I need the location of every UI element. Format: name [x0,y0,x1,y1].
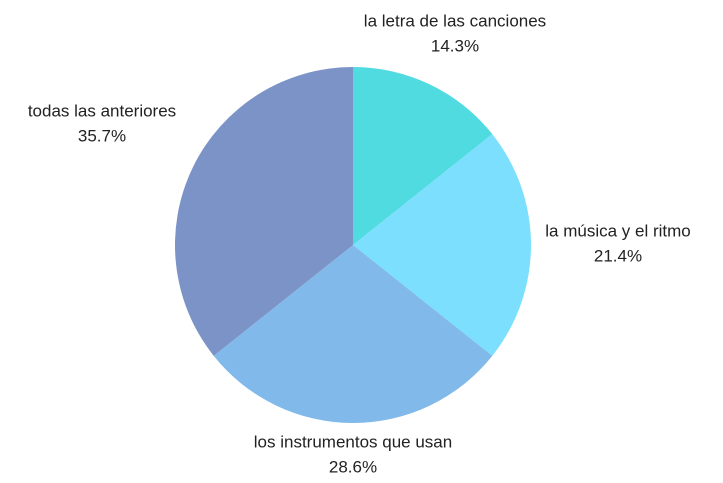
pie-slice [353,134,531,356]
slice-label: los instrumentos que usan [254,432,452,451]
slice-value: 14.3% [431,36,479,55]
slice-label: la música y el ritmo [545,221,690,240]
pie-slice [175,67,353,356]
slice-value: 28.6% [329,457,377,476]
slice-value: 21.4% [594,246,642,265]
slice-label: todas las anteriores [28,101,176,120]
slice-value: 35.7% [78,126,126,145]
slice-label: la letra de las canciones [364,11,546,30]
pie-slice [353,67,493,245]
pie-slice [213,245,493,424]
